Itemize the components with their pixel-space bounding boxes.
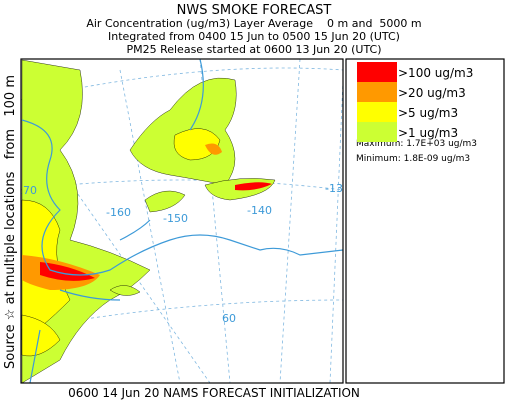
grid-label: -170 <box>12 184 37 197</box>
source-label: Source ☆ at multiple locations from 100 … <box>3 75 18 369</box>
subtitle: PM25 Release started at 0600 13 Jun 20 (… <box>126 43 381 56</box>
minimum: Minimum: 1.8E-09 ug/m3 <box>356 154 470 164</box>
legend: Maximum: 1.7E+03 ug/m3 Minimum: 1.8E-09 … <box>345 58 505 384</box>
title: NWS SMOKE FORECAST <box>177 3 332 18</box>
grid-label: -140 <box>247 204 272 217</box>
legend-swatch <box>357 122 397 142</box>
grid-label: 60 <box>222 312 236 325</box>
legend-label: >1 ug/m3 <box>398 126 458 140</box>
subtitle: Integrated from 0400 15 Jun to 0500 15 J… <box>108 30 400 43</box>
grid-label: -160 <box>106 206 131 219</box>
legend-swatch <box>357 82 397 102</box>
legend-label: >100 ug/m3 <box>398 66 473 80</box>
legend-label: >20 ug/m3 <box>398 86 466 100</box>
legend-label: >5 ug/m3 <box>398 106 458 120</box>
smoke <box>21 59 276 383</box>
grid-label: -150 <box>163 212 188 225</box>
map: -170 -160 -150 -140 -130 60 <box>12 58 350 384</box>
legend-swatch <box>357 102 397 122</box>
subtitle: Air Concentration (ug/m3) Layer Average … <box>86 17 421 30</box>
legend-swatch <box>357 62 397 82</box>
grid-label: -130 <box>325 182 350 195</box>
footer: 0600 14 Jun 20 NAMS FORECAST INITIALIZAT… <box>68 386 360 400</box>
maximum: Maximum: 1.7E+03 ug/m3 <box>356 139 477 149</box>
